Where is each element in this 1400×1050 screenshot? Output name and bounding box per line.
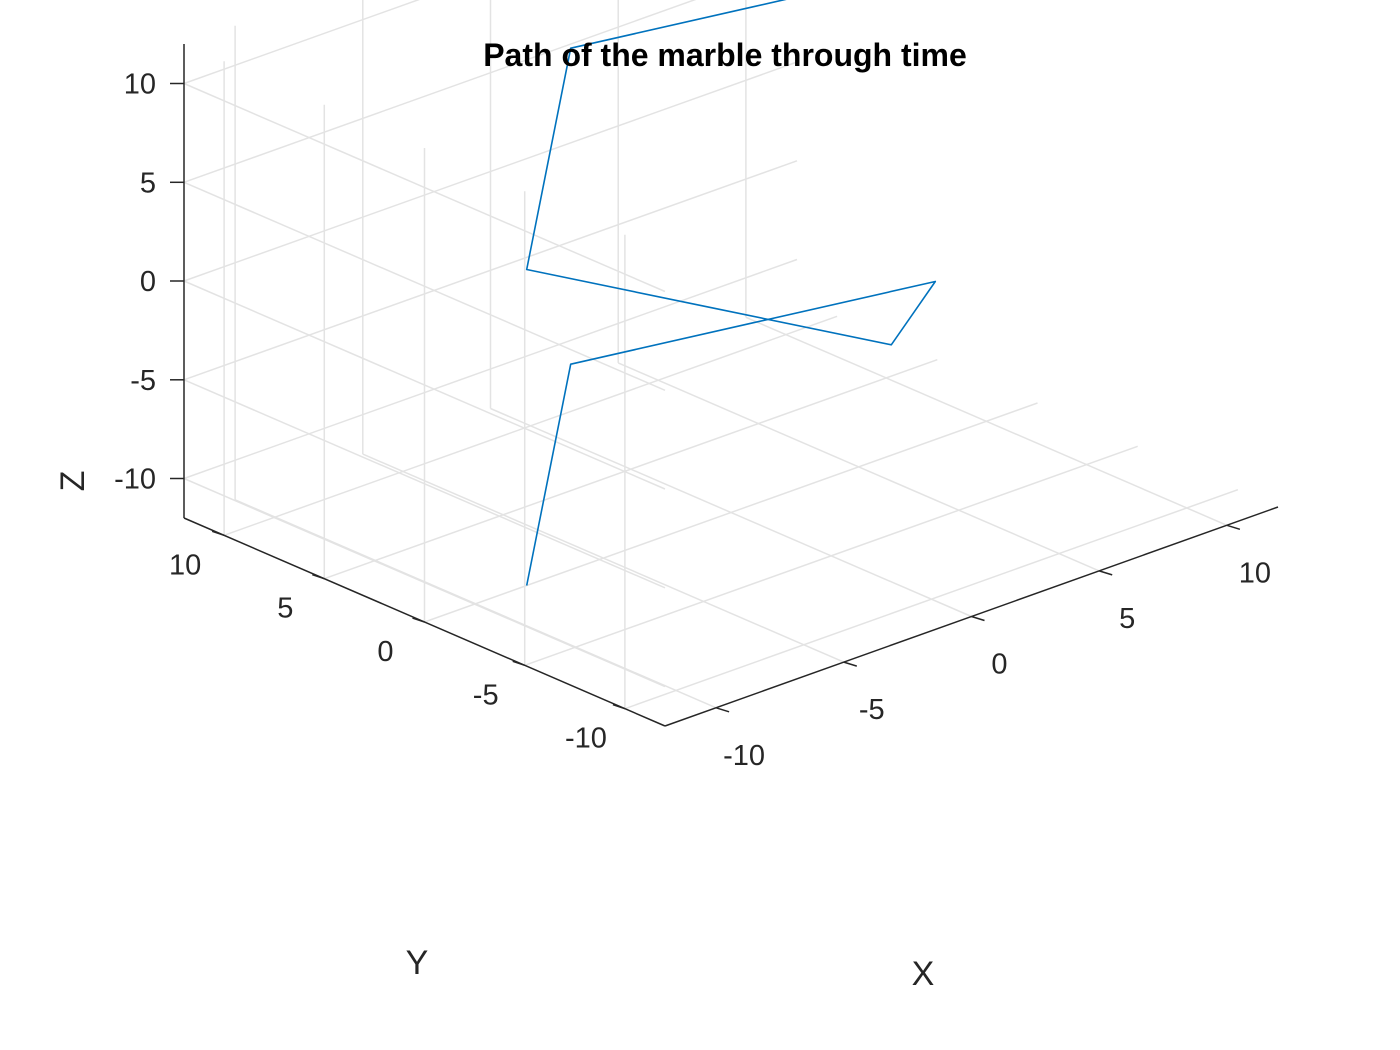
grid-line <box>424 402 1038 623</box>
x-axis-label: X <box>912 955 935 993</box>
y-tick-label: 10 <box>169 549 201 581</box>
grid-line <box>183 0 420 85</box>
grid-line <box>624 488 1239 710</box>
x-tick-label: -5 <box>859 694 885 726</box>
marble-path-line <box>525 0 937 586</box>
x-tick <box>971 615 985 622</box>
z-tick-label: 10 <box>124 69 156 101</box>
y-tick-label: 5 <box>277 593 293 625</box>
z-tick-label: 5 <box>140 167 156 199</box>
y-tick <box>612 703 626 710</box>
x-tick-label: 10 <box>1239 557 1271 589</box>
axes <box>170 44 1279 727</box>
z-tick-label: -5 <box>130 365 156 397</box>
plot-area <box>525 0 937 586</box>
grid-line <box>183 181 666 391</box>
y-tick <box>211 530 225 537</box>
grid-line <box>183 61 798 282</box>
y-tick-label: -5 <box>473 679 499 711</box>
grid-line <box>183 82 666 293</box>
x-tick <box>843 661 858 667</box>
x-tick-label: 0 <box>991 649 1007 681</box>
x-tick-label: -10 <box>723 740 765 772</box>
z-axis-label: Z <box>54 471 92 492</box>
y-axis-label: Y <box>406 944 429 982</box>
grid-lines <box>183 0 1239 710</box>
grid-line <box>183 280 666 490</box>
y-tick <box>412 617 425 623</box>
grid-line <box>183 379 666 589</box>
grid-line <box>324 358 938 580</box>
grid-line <box>524 445 1138 667</box>
z-tick-label: -10 <box>114 464 156 496</box>
y-tick <box>512 660 525 667</box>
chart-title: Path of the marble through time <box>483 37 967 73</box>
y-tick-label: -10 <box>565 723 607 755</box>
x-tick <box>715 707 730 713</box>
grid-line <box>183 160 798 381</box>
tick-labels: -10 -5 0 5 10 -10 -5 0 5 10 -10 -5 0 5 10 <box>114 69 1271 772</box>
grid-line <box>183 477 666 688</box>
grid-line <box>223 315 838 537</box>
y-tick-label: 0 <box>377 636 393 668</box>
grid-line <box>183 258 798 480</box>
grid-line <box>183 0 697 184</box>
x-tick-label: 5 <box>1119 603 1135 635</box>
x-tick <box>1098 570 1113 576</box>
y-tick <box>312 573 325 580</box>
x-tick <box>1226 524 1241 531</box>
z-tick-label: 0 <box>140 266 156 298</box>
